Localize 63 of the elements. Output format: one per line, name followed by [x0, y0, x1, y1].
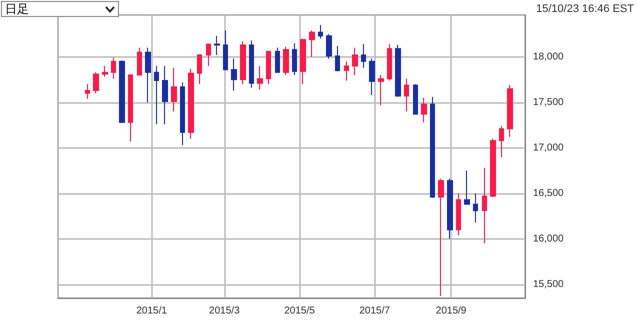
candlestick — [421, 97, 427, 123]
candlestick — [507, 84, 513, 138]
text: 15/10/23 16:46 EST — [536, 3, 634, 15]
x-tick-label: 2015/1 — [136, 306, 168, 316]
x-tick-label: 2015/3 — [209, 306, 240, 316]
candlestick — [326, 34, 332, 60]
candlestick — [197, 54, 202, 85]
candlestick — [318, 24, 323, 40]
candlestick — [482, 167, 487, 244]
candlestick — [111, 57, 116, 80]
candlestick — [171, 67, 177, 112]
x-tick-label: 2015/9 — [436, 306, 467, 316]
candlestick — [257, 65, 263, 90]
y-tick-label: 15,500 — [533, 278, 564, 290]
candlestick — [490, 138, 496, 198]
candlestick — [137, 47, 142, 76]
y-tick-label: 17,500 — [533, 96, 564, 108]
candlestick — [102, 65, 108, 78]
candlestick — [404, 78, 409, 112]
y-tick-label: 17,000 — [533, 142, 564, 154]
candlestick — [214, 35, 220, 56]
candlestick — [206, 44, 211, 66]
candlestick — [430, 96, 435, 198]
candlestick — [473, 192, 478, 223]
candlestick — [413, 84, 418, 115]
candlestick — [231, 58, 237, 92]
candlestick — [387, 44, 392, 82]
candlestick — [395, 44, 401, 98]
x-tick-label: 2015/5 — [284, 306, 316, 316]
candlestick — [162, 65, 168, 125]
candlestick — [499, 126, 504, 158]
y-tick-label: 18,000 — [533, 51, 564, 62]
candlestick — [128, 74, 133, 142]
candlestick — [352, 47, 358, 76]
x-tick-label: 2015/7 — [359, 306, 390, 316]
candlestick — [378, 74, 384, 106]
candlestick — [361, 44, 366, 68]
candlestick — [249, 40, 254, 88]
candlestick — [119, 60, 125, 123]
candlestick — [283, 46, 289, 76]
candlestick — [292, 42, 297, 76]
candlestick — [456, 192, 461, 236]
y-tick-label: 16,500 — [533, 188, 564, 199]
candlestick — [85, 84, 90, 100]
candlestick — [335, 45, 340, 72]
candlestick — [188, 68, 194, 140]
candlestick — [275, 47, 280, 73]
y-tick-label: 16,000 — [533, 233, 564, 244]
candlestick — [369, 58, 375, 96]
candlestick — [180, 82, 185, 146]
candlestick — [344, 60, 349, 82]
candlestick — [438, 178, 444, 297]
candlestick — [300, 38, 306, 85]
candlestick — [154, 65, 159, 125]
candlestick — [93, 72, 99, 94]
candlestick — [240, 40, 246, 85]
dropdown-field[interactable]: 日足 — [1, 1, 119, 17]
candlestick — [266, 50, 271, 85]
candlestick — [223, 30, 228, 72]
candlestick — [447, 178, 453, 240]
candlestick — [309, 30, 315, 58]
candlestick — [464, 170, 470, 205]
candlestick — [145, 47, 151, 103]
